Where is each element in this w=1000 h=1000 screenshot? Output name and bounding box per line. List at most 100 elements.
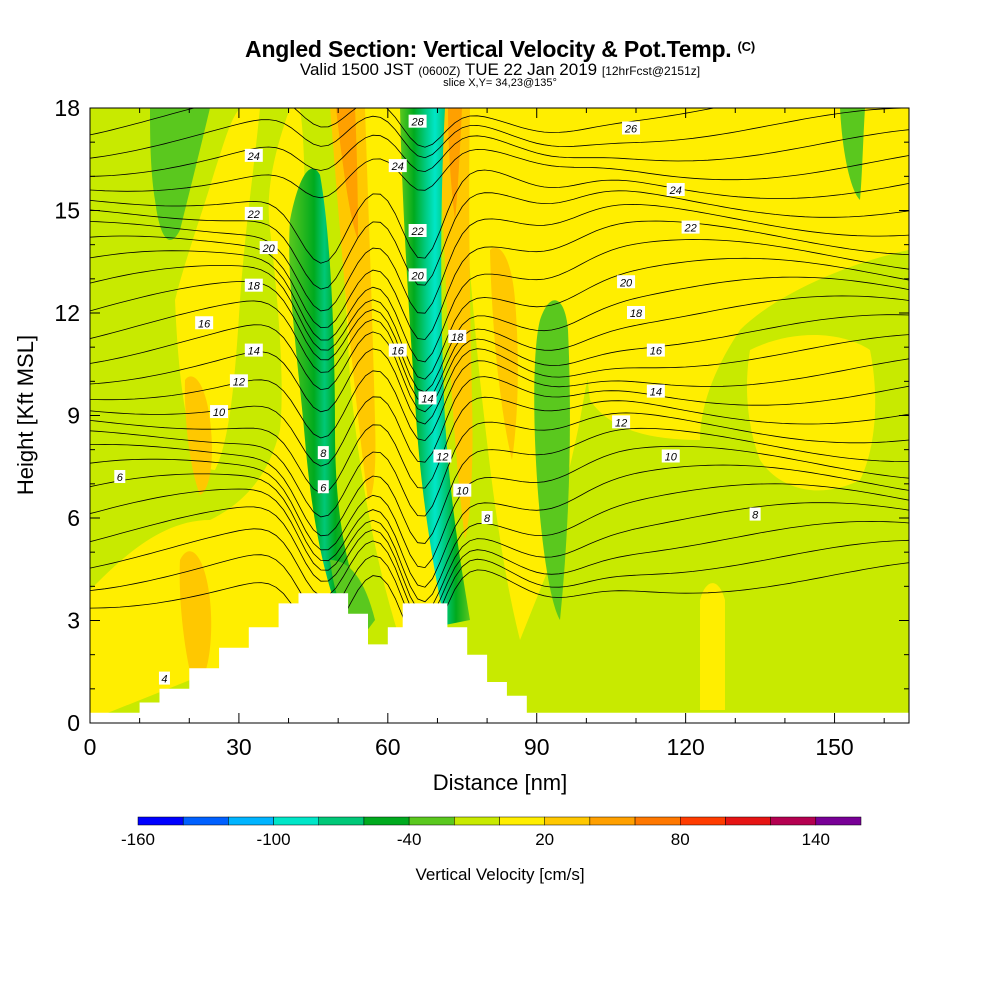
colorbar-swatch xyxy=(634,816,681,826)
isentrope-label: 24 xyxy=(244,148,263,163)
isentrope-value: 6 xyxy=(117,472,124,484)
isentrope-label: 12 xyxy=(612,415,631,429)
x-tick-label: 150 xyxy=(815,734,853,760)
colorbar-swatch xyxy=(182,816,229,826)
x-tick-label: 60 xyxy=(375,734,401,760)
isentrope-value: 12 xyxy=(615,417,627,429)
y-tick-label: 6 xyxy=(67,505,80,531)
x-tick-label: 30 xyxy=(226,734,252,760)
isentrope-value: 10 xyxy=(456,486,469,498)
updraft-core-6 xyxy=(184,376,212,495)
isentrope-value: 8 xyxy=(752,510,759,522)
isentrope xyxy=(90,295,909,403)
updraft-core-5 xyxy=(490,247,518,460)
y-tick-label: 0 xyxy=(67,710,80,736)
isentrope-label: 12 xyxy=(229,374,248,388)
isentrope-value: 6 xyxy=(320,482,327,494)
isentrope-value: 24 xyxy=(391,161,404,173)
colorbar-tick-label: 20 xyxy=(535,830,554,849)
downdraft-jet-1 xyxy=(289,168,360,640)
isentrope xyxy=(90,314,909,413)
valid-date: TUE 22 Jan 2019 xyxy=(464,60,598,79)
isentrope-value: 14 xyxy=(421,393,433,405)
isentrope xyxy=(90,412,909,518)
colorbar-swatch xyxy=(815,816,862,826)
chart-title: Angled Section: Vertical Velocity & Pot.… xyxy=(0,36,1000,63)
colorbar-swatch xyxy=(589,816,636,826)
colorbar-tick-label: -40 xyxy=(397,830,422,849)
isentrope-value: 22 xyxy=(247,209,260,221)
isentrope xyxy=(90,396,909,494)
isentrope-value: 22 xyxy=(410,226,423,238)
y-tick-label: 12 xyxy=(54,300,80,326)
isentrope-value: 4 xyxy=(161,674,167,686)
isentrope-label: 16 xyxy=(195,316,214,330)
isentrope-label: 24 xyxy=(388,159,407,173)
valid-utc: (0600Z) xyxy=(418,64,461,78)
isentrope-value: 24 xyxy=(247,151,260,163)
isentrope-value: 20 xyxy=(262,243,276,255)
isentrope-value: 26 xyxy=(624,124,638,136)
isentrope-label: 16 xyxy=(388,343,407,358)
y-tick-label: 15 xyxy=(54,198,80,224)
isentrope xyxy=(90,334,909,425)
isentrope-value: 28 xyxy=(410,117,424,129)
y-tick-label: 18 xyxy=(54,95,80,121)
isentrope-label: 18 xyxy=(448,329,467,344)
colorbar: -160 -100 -40 20 80 140 xyxy=(121,816,862,849)
isentrope-label: 28 xyxy=(408,114,427,129)
isentrope xyxy=(90,148,909,199)
colorbar-label: Vertical Velocity [cm/s] xyxy=(415,865,584,884)
colorbar-swatch xyxy=(680,816,726,826)
isentrope xyxy=(90,464,909,588)
isentrope xyxy=(90,276,909,393)
isentrope-value: 24 xyxy=(669,185,682,197)
colorbar-swatch xyxy=(408,816,455,826)
colorbar-swatch xyxy=(499,816,545,826)
isentrope-value: 18 xyxy=(630,308,643,320)
y-axis-label: Height [Kft MSL] xyxy=(13,335,38,495)
isentrope-label: 24 xyxy=(666,183,685,197)
updraft-core-3 xyxy=(440,108,473,540)
isentrope-value: 20 xyxy=(410,270,424,282)
colorbar-tick-label: 80 xyxy=(671,830,690,849)
isentrope-value: 8 xyxy=(484,513,491,525)
y-tick-label: 3 xyxy=(67,608,80,634)
updraft-region-eastlow xyxy=(700,583,725,710)
isentrope-label: 20 xyxy=(617,275,636,289)
isentrope xyxy=(90,427,909,544)
updraft-core-1 xyxy=(330,108,376,500)
colorbar-tick-label: -100 xyxy=(257,830,291,849)
isentrope-value: 16 xyxy=(650,346,663,358)
x-tick-label: 90 xyxy=(524,734,550,760)
isentrope xyxy=(90,108,716,148)
updraft-region-eastmid xyxy=(747,335,876,491)
isentrope-label: 22 xyxy=(244,206,263,221)
isentrope-label: 14 xyxy=(646,384,665,399)
x-tick-label: 120 xyxy=(666,734,704,760)
slice-info: slice X,Y= 34,23@135° xyxy=(443,77,557,89)
isentrope-value: 22 xyxy=(683,223,696,235)
updraft-core-2 xyxy=(336,108,358,240)
plot-area: 28 26 24 24 24 22 22 22 20 20 20 18 18 18 16 16 16 14 14 14… xyxy=(90,108,909,723)
colorbar-swatch xyxy=(318,816,365,826)
isentrope-label: 10 xyxy=(453,483,472,498)
updraft-region-farright xyxy=(560,108,909,440)
isentrope-value: 20 xyxy=(619,277,633,289)
downdraft-region-ne xyxy=(840,108,865,200)
y-tick-label: 9 xyxy=(67,403,80,429)
colorbar-swatch xyxy=(454,816,500,826)
colorbar-tick-label: -160 xyxy=(121,830,155,849)
colorbar-swatch xyxy=(725,816,771,826)
isentrope xyxy=(90,520,909,623)
colorbar-swatch xyxy=(137,816,184,826)
isentrope-label: 18 xyxy=(244,278,263,293)
chart-subtitle: Valid 1500 JST (0600Z) TUE 22 Jan 2019 [… xyxy=(0,60,1000,80)
isentrope-value: 10 xyxy=(213,407,226,419)
isentrope-label: 16 xyxy=(646,343,665,358)
isentrope-label: 10 xyxy=(210,405,229,419)
x-axis: 0 30 60 90 120 150 xyxy=(84,108,885,760)
title-units: (C) xyxy=(737,39,756,54)
isentrope-value: 8 xyxy=(320,448,327,460)
